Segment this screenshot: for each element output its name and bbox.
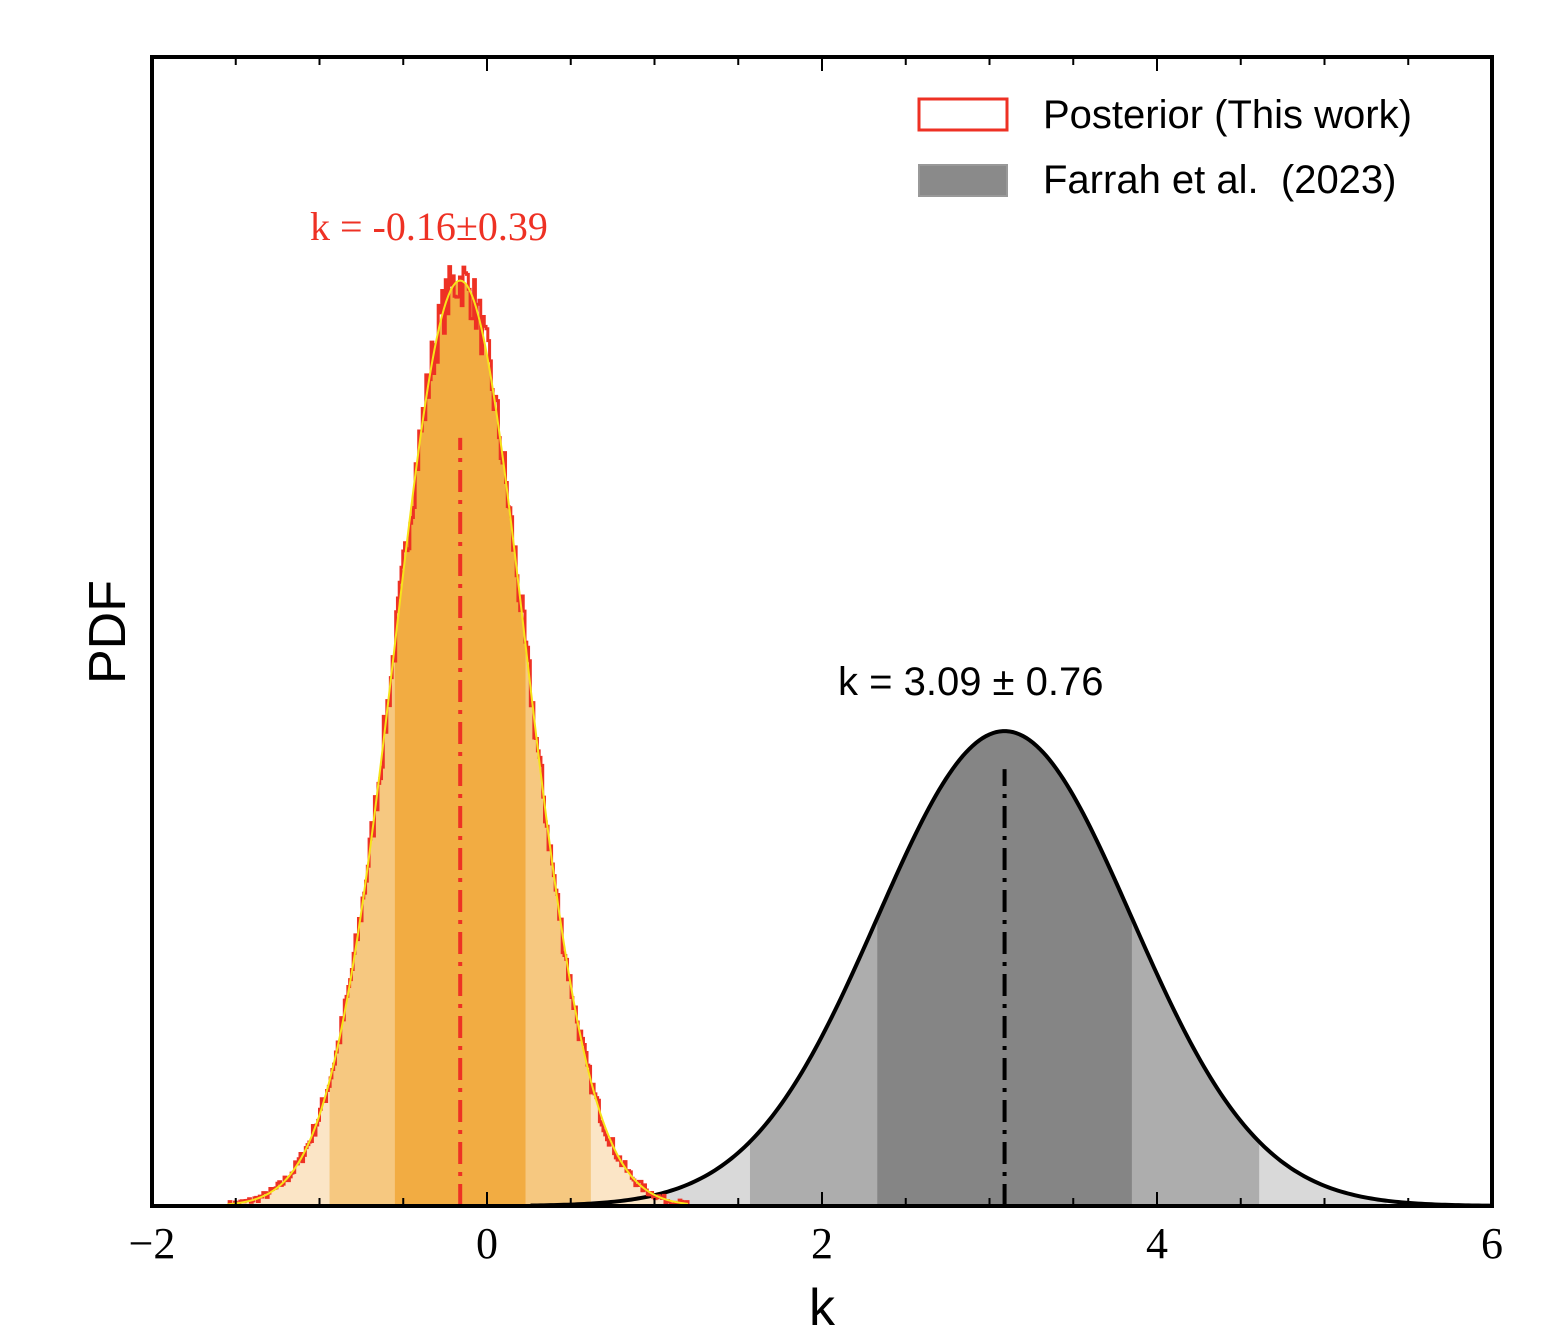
- annotation-posterior: k = -0.16±0.39: [310, 204, 548, 249]
- x-tick-label: 2: [811, 1219, 833, 1268]
- annotation-farrah: k = 3.09 ± 0.76: [838, 660, 1103, 704]
- curves: [227, 265, 1493, 1208]
- posterior-gaussian-fit: [227, 279, 689, 1206]
- x-ticks: −2 0 2 4 6: [129, 57, 1503, 1268]
- y-axis-label: PDF: [79, 580, 137, 684]
- x-tick-label: 0: [476, 1219, 498, 1268]
- legend-swatch-farrah: [918, 164, 1008, 197]
- legend-label-farrah: Farrah et al. (2023): [1043, 158, 1397, 202]
- legend-label-posterior: Posterior (This work): [1043, 93, 1412, 137]
- legend-swatch-posterior: [917, 97, 1009, 132]
- farrah-curve: [530, 729, 1493, 1208]
- legend: Posterior (This work) Farrah et al. (202…: [917, 93, 1412, 202]
- x-tick-label: 4: [1146, 1219, 1168, 1268]
- x-tick-label: −2: [129, 1219, 176, 1268]
- x-tick-label: 6: [1481, 1219, 1503, 1268]
- x-axis-label: k: [809, 1279, 836, 1337]
- farrah-band-1sigma: [877, 731, 1132, 1206]
